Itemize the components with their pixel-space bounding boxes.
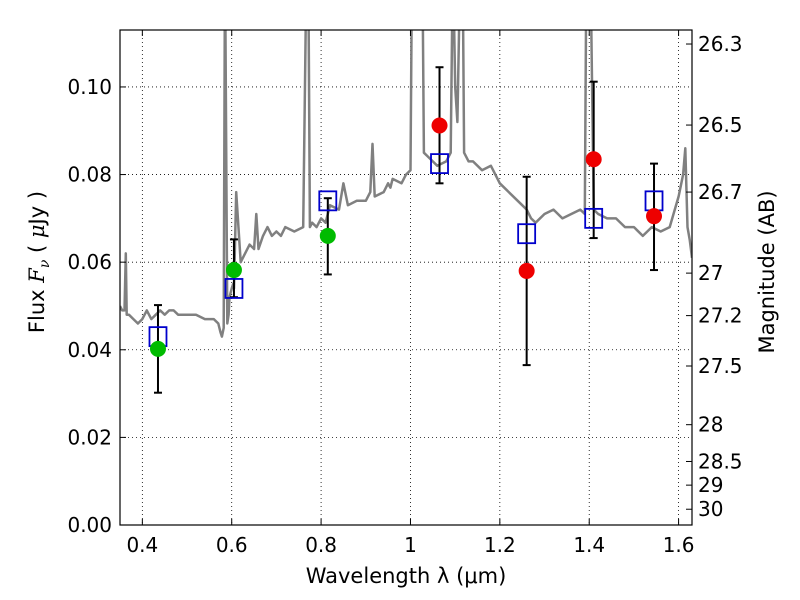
magnitude-tick-label: 29	[698, 473, 723, 497]
y-axis-label: Flux Fν ( μJy )	[25, 191, 53, 333]
observed-photometry-point	[319, 227, 336, 244]
magnitude-tick-label: 26.7	[698, 180, 743, 204]
observed-photometry-point	[518, 262, 535, 279]
grid-lines	[120, 30, 692, 526]
observed-photometry-point	[149, 340, 166, 357]
observed-photometry-point	[225, 262, 242, 279]
sed-model-line	[120, 30, 692, 338]
y-tick-label: 0.08	[67, 163, 112, 187]
magnitude-tick-label: 26.5	[698, 113, 743, 137]
y-tick-label: 0.10	[67, 75, 112, 99]
magnitude-tick-label: 28	[698, 413, 723, 437]
model-photometry-point	[318, 190, 338, 212]
y-tick-label: 0.04	[67, 338, 112, 362]
model-photometry-point	[584, 207, 604, 229]
observed-photometry-point	[585, 151, 602, 168]
tick-labels: 0.4 0.6 0.8 1 1.2 1.4 1.6 0.00 0.02 0.04 0.06 0.08 0…	[67, 32, 742, 557]
x-tick-label: 0.8	[305, 533, 337, 557]
x-tick-label: 1	[404, 533, 417, 557]
observed-photometry-point	[431, 117, 448, 134]
magnitude-tick-label: 27.2	[698, 304, 743, 328]
model-photometry-point	[517, 223, 537, 245]
magnitude-tick-label: 28.5	[698, 449, 743, 473]
model-photometry-point	[224, 278, 244, 299]
x-tick-label: 1.4	[573, 533, 605, 557]
x-tick-label: 1.2	[484, 533, 516, 557]
y-tick-label: 0.00	[67, 513, 112, 537]
y-tick-label: 0.02	[67, 425, 112, 449]
magnitude-tick-label: 30	[698, 497, 723, 521]
x-tick-label: 0.6	[216, 533, 248, 557]
plot-frame	[119, 29, 693, 526]
y-tick-label: 0.06	[67, 250, 112, 274]
magnitude-axis-label: Magnitude (AB)	[755, 190, 779, 353]
x-tick-label: 0.4	[126, 533, 158, 557]
axis-ticks	[120, 30, 692, 526]
x-tick-label: 1.6	[663, 533, 695, 557]
x-axis-label: Wavelength λ (μm)	[306, 564, 507, 588]
magnitude-tick-label: 27	[698, 261, 723, 285]
observed-photometry-markers	[149, 117, 663, 357]
model-photometry-point	[430, 153, 449, 175]
plot-area	[120, 30, 692, 394]
magnitude-tick-label: 27.5	[698, 354, 743, 378]
magnitude-tick-label: 26.3	[698, 32, 743, 56]
error-bars	[153, 66, 659, 394]
observed-photometry-point	[646, 208, 663, 225]
